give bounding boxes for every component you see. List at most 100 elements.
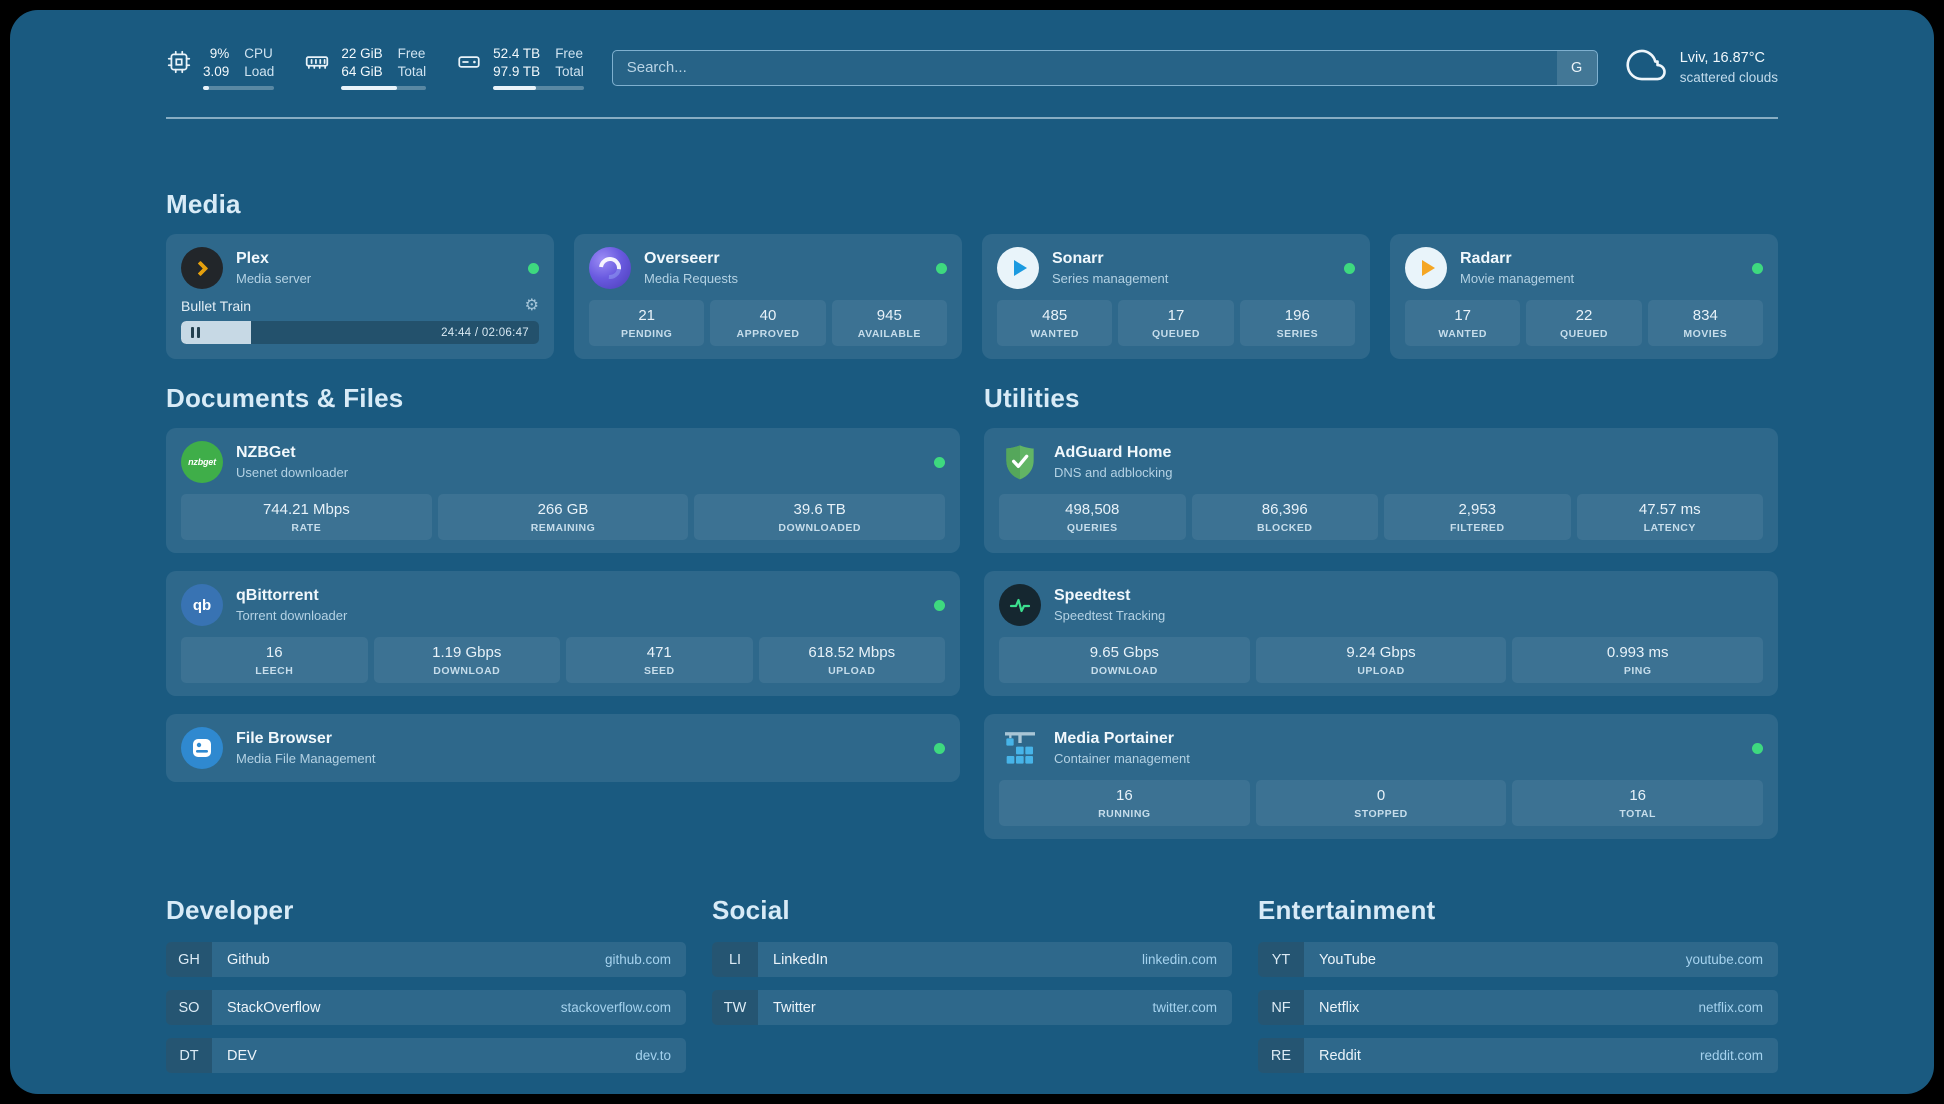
service-card-nzbget[interactable]: nzbget NZBGet Usenet downloader 744.21 M… <box>166 428 960 553</box>
stat-available: 945 AVAILABLE <box>831 300 947 346</box>
bookmark-group-title: Social <box>712 895 790 925</box>
service-card-portainer[interactable]: Media Portainer Container management 16 … <box>984 714 1778 839</box>
bookmark-group-title: Developer <box>166 895 294 925</box>
bookmark-name: Twitter <box>773 999 816 1016</box>
stat-queued: 17 QUEUED <box>1118 300 1234 346</box>
nzbget-icon: nzbget <box>181 441 223 483</box>
status-dot <box>934 599 945 611</box>
service-card-sonarr[interactable]: Sonarr Series management 485 WANTED 17 Q… <box>982 234 1370 359</box>
bookmark-twitter[interactable]: TW Twitter twitter.com <box>712 990 1232 1025</box>
service-card-adguard[interactable]: AdGuard Home DNS and adblocking 498,508 … <box>984 428 1778 553</box>
service-description: DNS and adblocking <box>1054 465 1173 480</box>
plex-now-playing: Bullet Train ⚙ 24:44 / 02:06:47 <box>181 298 539 344</box>
service-name: Speedtest <box>1054 587 1131 604</box>
bookmark-abbr: LI <box>712 942 758 977</box>
status-dot <box>528 262 539 274</box>
documents-section: Documents & Files nzbget NZBGet Usenet d… <box>166 383 960 839</box>
service-card-speedtest[interactable]: Speedtest Speedtest Tracking 9.65 Gbps D… <box>984 571 1778 696</box>
service-description: Media File Management <box>236 751 376 766</box>
topbar-divider <box>166 117 1778 119</box>
search-provider-button[interactable]: G <box>1556 50 1597 85</box>
radarr-icon <box>1405 247 1447 289</box>
bookmark-abbr: DT <box>166 1038 212 1073</box>
utilities-section-title: Utilities <box>984 383 1080 413</box>
cpu-usage-value: 9% <box>209 45 230 61</box>
resource-widgets: 9% 3.09 CPU Load <box>166 46 584 90</box>
stat-filtered: 2,953 FILTERED <box>1384 494 1571 540</box>
bookmark-domain: dev.to <box>635 1048 671 1063</box>
cpu-icon <box>166 49 192 75</box>
stat-movies: 834 MOVIES <box>1647 300 1763 346</box>
utilities-section: Utilities AdGu <box>984 383 1778 839</box>
bookmark-abbr: RE <box>1258 1038 1304 1073</box>
stat-total: 16 TOTAL <box>1512 780 1764 826</box>
memory-total-label: Total <box>397 63 427 79</box>
bookmark-domain: twitter.com <box>1152 1000 1217 1015</box>
service-description: Media Requests <box>644 271 738 286</box>
speedtest-pulse-icon <box>999 584 1041 626</box>
bookmark-abbr: NF <box>1258 990 1304 1025</box>
service-name: Radarr <box>1460 250 1512 267</box>
service-card-plex[interactable]: Plex Media server Bullet Train ⚙ <box>166 234 554 359</box>
bookmark-abbr: YT <box>1258 942 1304 977</box>
memory-icon <box>304 49 330 75</box>
service-card-overseerr[interactable]: Overseerr Media Requests 21 PENDING 40 A… <box>574 234 962 359</box>
gear-icon[interactable]: ⚙ <box>524 297 539 314</box>
stat-rate: 744.21 Mbps RATE <box>181 494 432 540</box>
service-name: Plex <box>236 250 269 267</box>
status-dot <box>934 742 945 754</box>
sonarr-icon <box>997 247 1039 289</box>
bookmark-youtube[interactable]: YT YouTube youtube.com <box>1258 942 1778 977</box>
plex-icon <box>181 247 223 289</box>
stat-blocked: 86,396 BLOCKED <box>1191 494 1378 540</box>
bookmark-reddit[interactable]: RE Reddit reddit.com <box>1258 1038 1778 1073</box>
cpu-load-value: 3.09 <box>203 63 230 79</box>
status-dot <box>934 456 945 468</box>
stat-wanted: 485 WANTED <box>997 300 1113 346</box>
disk-icon <box>456 49 482 75</box>
service-description: Series management <box>1052 271 1169 286</box>
service-card-qbittorrent[interactable]: qb qBittorrent Torrent downloader 16 LEE… <box>166 571 960 696</box>
service-card-filebrowser[interactable]: File Browser Media File Management <box>166 714 960 782</box>
stat-upload: 618.52 Mbps UPLOAD <box>758 637 945 683</box>
memory-widget: 22 GiB 64 GiB Free Total <box>304 45 427 90</box>
bookmark-dev[interactable]: DT DEV dev.to <box>166 1038 686 1073</box>
bookmark-group-social: Social LI LinkedIn linkedin.com TW Twitt… <box>712 895 1232 1086</box>
disk-widget: 52.4 TB 97.9 TB Free Total <box>456 46 584 90</box>
bookmark-name: Github <box>227 951 270 968</box>
stat-latency: 47.57 ms LATENCY <box>1576 494 1763 540</box>
search-input[interactable] <box>611 49 1598 86</box>
bookmark-stackoverflow[interactable]: SO StackOverflow stackoverflow.com <box>166 990 686 1025</box>
service-card-radarr[interactable]: Radarr Movie management 17 WANTED 22 QUE… <box>1390 234 1778 359</box>
adguard-shield-icon <box>999 441 1041 483</box>
cpu-usage-label: CPU <box>244 45 273 61</box>
now-playing-title: Bullet Train <box>181 298 252 314</box>
weather-condition: scattered clouds <box>1679 69 1778 85</box>
bookmark-group-developer: Developer GH Github github.com SO StackO… <box>166 895 686 1086</box>
service-name: AdGuard Home <box>1054 444 1172 461</box>
stat-remaining: 266 GB REMAINING <box>437 494 689 540</box>
stat-approved: 40 APPROVED <box>710 300 826 346</box>
bookmark-github[interactable]: GH Github github.com <box>166 942 686 977</box>
stat-pending: 21 PENDING <box>589 300 705 346</box>
bookmark-netflix[interactable]: NF Netflix netflix.com <box>1258 990 1778 1025</box>
bookmark-domain: linkedin.com <box>1141 952 1217 967</box>
stat-downloaded: 39.6 TB DOWNLOADED <box>694 494 946 540</box>
memory-free-label: Free <box>397 45 426 61</box>
service-description: Usenet downloader <box>236 465 349 480</box>
cpu-widget: 9% 3.09 CPU Load <box>166 45 275 90</box>
media-section: Media Plex Media server Bullet Train <box>166 189 1778 359</box>
bookmark-domain: github.com <box>604 952 671 967</box>
portainer-crane-icon <box>999 727 1041 769</box>
media-section-title: Media <box>166 189 241 219</box>
dashboard-page: 9% 3.09 CPU Load <box>10 10 1934 1094</box>
bookmark-linkedin[interactable]: LI LinkedIn linkedin.com <box>712 942 1232 977</box>
bookmark-domain: youtube.com <box>1685 952 1763 967</box>
overseerr-icon <box>589 247 631 289</box>
weather-widget: Lviv, 16.87°C scattered clouds <box>1626 44 1778 91</box>
cloud-icon <box>1626 44 1668 91</box>
stat-leech: 16 LEECH <box>181 637 368 683</box>
status-dot <box>936 262 947 274</box>
bookmark-abbr: GH <box>166 942 212 977</box>
pause-icon <box>191 327 200 338</box>
